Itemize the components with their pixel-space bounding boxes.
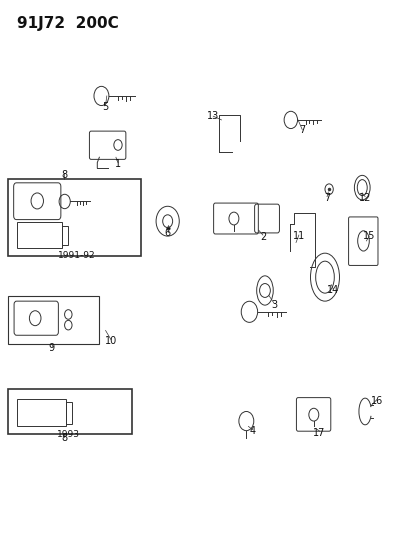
Text: 1993: 1993 (57, 430, 80, 439)
Bar (8, 296, 99, 344)
Bar (17, 222, 62, 248)
Text: 11: 11 (292, 231, 304, 240)
Text: 1: 1 (115, 159, 121, 169)
Bar (8, 389, 132, 434)
Text: 14: 14 (326, 286, 339, 295)
Text: 15: 15 (362, 231, 375, 241)
Text: 1991-92: 1991-92 (58, 251, 95, 260)
Text: 16: 16 (370, 396, 382, 406)
Text: 10: 10 (104, 336, 117, 346)
Bar (17, 399, 66, 426)
Text: 6: 6 (164, 229, 170, 238)
Bar (8, 179, 140, 256)
Text: 7: 7 (298, 125, 305, 134)
Text: 12: 12 (358, 193, 370, 203)
Text: 17: 17 (313, 428, 325, 438)
Text: 5: 5 (102, 102, 109, 111)
Text: 13: 13 (206, 111, 219, 121)
Text: 4: 4 (249, 426, 255, 435)
Text: 7: 7 (323, 193, 330, 203)
Text: 9: 9 (49, 343, 55, 352)
Text: 8: 8 (61, 433, 67, 443)
Bar (62, 226, 68, 245)
Text: 8: 8 (61, 170, 67, 180)
Text: 91J72  200C: 91J72 200C (17, 16, 118, 31)
Text: 2: 2 (259, 232, 266, 241)
Bar (66, 402, 72, 424)
Text: 3: 3 (271, 300, 276, 310)
